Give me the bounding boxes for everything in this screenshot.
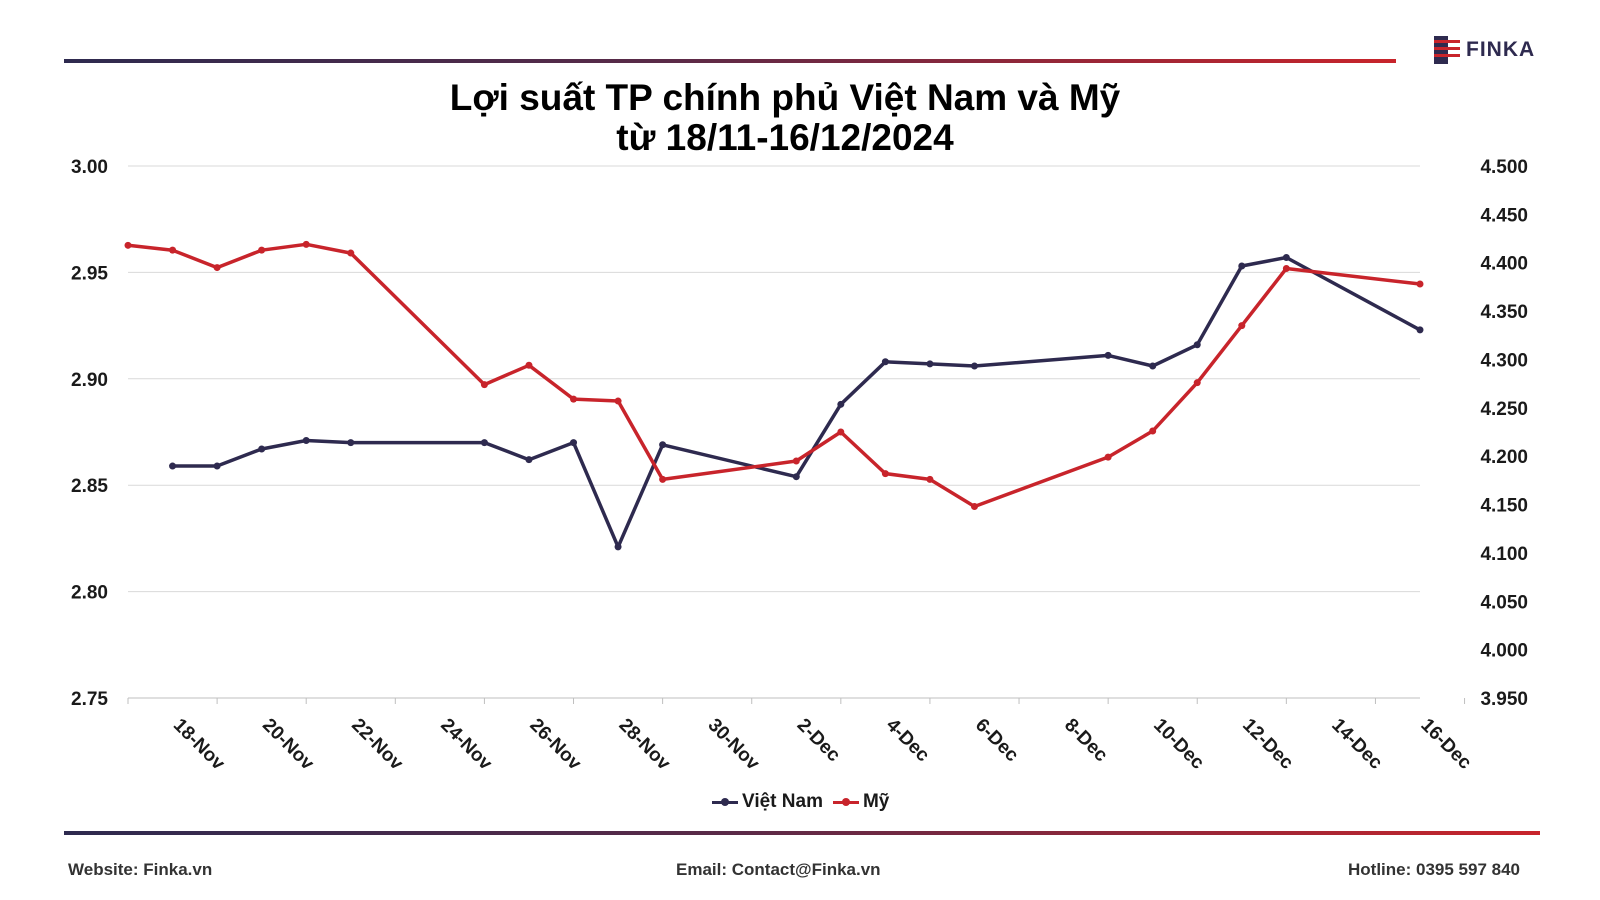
legend-item-vietnam: Việt Nam bbox=[712, 791, 823, 813]
data-point-usa bbox=[659, 475, 667, 483]
y-left-tick-label: 2.85 bbox=[71, 476, 108, 497]
y-right-tick-label: 4.500 bbox=[1480, 157, 1528, 178]
x-tick-label: 12-Dec bbox=[1238, 715, 1297, 774]
x-tick-label: 28-Nov bbox=[615, 715, 675, 775]
chart-title: Lợi suất TP chính phủ Việt Nam và Mỹ từ … bbox=[0, 78, 1570, 158]
x-tick-label: 8-Dec bbox=[1060, 715, 1112, 767]
data-point-usa bbox=[837, 428, 845, 436]
data-point-vietnam bbox=[169, 462, 177, 470]
data-point-usa bbox=[1282, 265, 1290, 273]
legend-label-usa: Mỹ bbox=[862, 791, 890, 812]
y-right-tick-label: 4.250 bbox=[1480, 399, 1528, 420]
legend-label-vietnam: Việt Nam bbox=[742, 791, 823, 812]
legend-item-usa: Mỹ bbox=[832, 791, 890, 813]
data-point-usa bbox=[169, 246, 177, 254]
data-point-usa bbox=[525, 361, 533, 369]
y-right-tick-label: 4.050 bbox=[1480, 592, 1528, 613]
data-point-usa bbox=[347, 249, 355, 257]
data-point-vietnam bbox=[926, 360, 934, 368]
yield-line-chart: 2.75 2.80 2.85 2.90 2.95 3.00 3.950 4.000 4.050 4… bbox=[71, 157, 1528, 775]
y-left-tick-label: 3.00 bbox=[71, 157, 108, 178]
data-point-usa bbox=[213, 264, 221, 272]
data-point-vietnam bbox=[792, 473, 800, 481]
series-line-usa bbox=[126, 242, 1422, 509]
data-point-vietnam bbox=[525, 456, 533, 464]
y-right-tick-label: 4.000 bbox=[1480, 641, 1528, 662]
data-point-vietnam bbox=[1282, 254, 1290, 262]
y-right-tick-label: 4.100 bbox=[1480, 544, 1528, 565]
data-point-vietnam bbox=[881, 358, 889, 366]
data-point-vietnam bbox=[970, 362, 978, 370]
x-tick-label: 16-Dec bbox=[1416, 715, 1475, 774]
data-point-vietnam bbox=[213, 462, 221, 470]
data-point-vietnam bbox=[1238, 262, 1246, 270]
y-left-tick-label: 2.75 bbox=[71, 689, 108, 710]
y-left-tick-label: 2.80 bbox=[71, 583, 108, 604]
finka-logo-icon bbox=[1434, 36, 1464, 64]
chart-legend: Việt Nam Mỹ bbox=[712, 790, 899, 814]
data-point-vietnam bbox=[659, 441, 667, 449]
data-point-usa bbox=[614, 397, 622, 405]
y-right-tick-label: 4.150 bbox=[1480, 496, 1528, 517]
data-point-vietnam bbox=[480, 439, 488, 447]
data-point-usa bbox=[302, 240, 310, 248]
data-point-usa bbox=[970, 502, 978, 510]
data-point-vietnam bbox=[302, 437, 310, 445]
top-divider bbox=[64, 59, 1396, 63]
data-point-usa bbox=[570, 395, 578, 403]
data-point-usa bbox=[258, 246, 266, 254]
data-point-vietnam bbox=[258, 445, 266, 453]
data-point-vietnam bbox=[837, 400, 845, 408]
bottom-divider bbox=[64, 831, 1540, 835]
data-point-vietnam bbox=[1104, 351, 1112, 359]
x-tick-label: 2-Dec bbox=[793, 715, 845, 767]
data-point-vietnam bbox=[347, 439, 355, 447]
data-point-vietnam bbox=[1416, 326, 1424, 334]
y-right-tick-label: 4.350 bbox=[1480, 302, 1528, 323]
y-right-tick-label: 4.200 bbox=[1480, 447, 1528, 468]
footer-hotline: Hotline: 0395 597 840 bbox=[1348, 860, 1520, 879]
data-point-usa bbox=[1149, 427, 1157, 435]
footer-website: Website: Finka.vn bbox=[68, 860, 213, 879]
x-tick-label: 30-Nov bbox=[704, 715, 764, 775]
data-point-vietnam bbox=[570, 439, 578, 447]
data-point-usa bbox=[926, 475, 934, 483]
legend-swatch-usa bbox=[832, 797, 859, 806]
x-tick-label: 10-Dec bbox=[1149, 715, 1208, 774]
logo-text: FINKA bbox=[1466, 38, 1536, 61]
x-tick-label: 22-Nov bbox=[347, 715, 407, 775]
data-point-vietnam bbox=[1149, 362, 1157, 370]
data-point-usa bbox=[1416, 280, 1424, 288]
data-point-usa bbox=[1104, 453, 1112, 461]
x-tick-label: 20-Nov bbox=[258, 715, 318, 775]
data-point-usa bbox=[1238, 322, 1246, 330]
x-tick-label: 4-Dec bbox=[882, 715, 934, 767]
data-point-usa bbox=[124, 241, 132, 249]
y-right-tick-label: 3.950 bbox=[1480, 689, 1528, 710]
x-tick-label: 6-Dec bbox=[971, 715, 1023, 767]
finka-logo: FINKA bbox=[1434, 35, 1535, 65]
data-point-usa bbox=[792, 457, 800, 465]
chart-title-line-1: Lợi suất TP chính phủ Việt Nam và Mỹ bbox=[449, 77, 1121, 118]
data-point-usa bbox=[881, 470, 889, 478]
chart-title-line-2: từ 18/11-16/12/2024 bbox=[616, 117, 954, 158]
legend-swatch-vietnam bbox=[712, 797, 738, 806]
x-tick-label: 26-Nov bbox=[525, 715, 585, 775]
y-left-tick-label: 2.90 bbox=[71, 370, 108, 391]
x-tick-label: 18-Nov bbox=[169, 715, 229, 775]
data-point-vietnam bbox=[1193, 341, 1201, 349]
data-point-usa bbox=[1193, 379, 1201, 387]
x-tick-label: 14-Dec bbox=[1327, 715, 1386, 774]
y-left-tick-label: 2.95 bbox=[71, 263, 108, 284]
y-right-tick-label: 4.450 bbox=[1480, 205, 1528, 226]
data-point-usa bbox=[480, 381, 488, 389]
data-point-vietnam bbox=[614, 543, 622, 551]
y-right-tick-label: 4.300 bbox=[1480, 350, 1528, 371]
series-line-vietnam bbox=[170, 255, 1422, 549]
x-tick-label: 24-Nov bbox=[436, 715, 496, 775]
footer-email: Email: Contact@Finka.vn bbox=[676, 860, 881, 879]
y-right-tick-label: 4.400 bbox=[1480, 254, 1528, 275]
